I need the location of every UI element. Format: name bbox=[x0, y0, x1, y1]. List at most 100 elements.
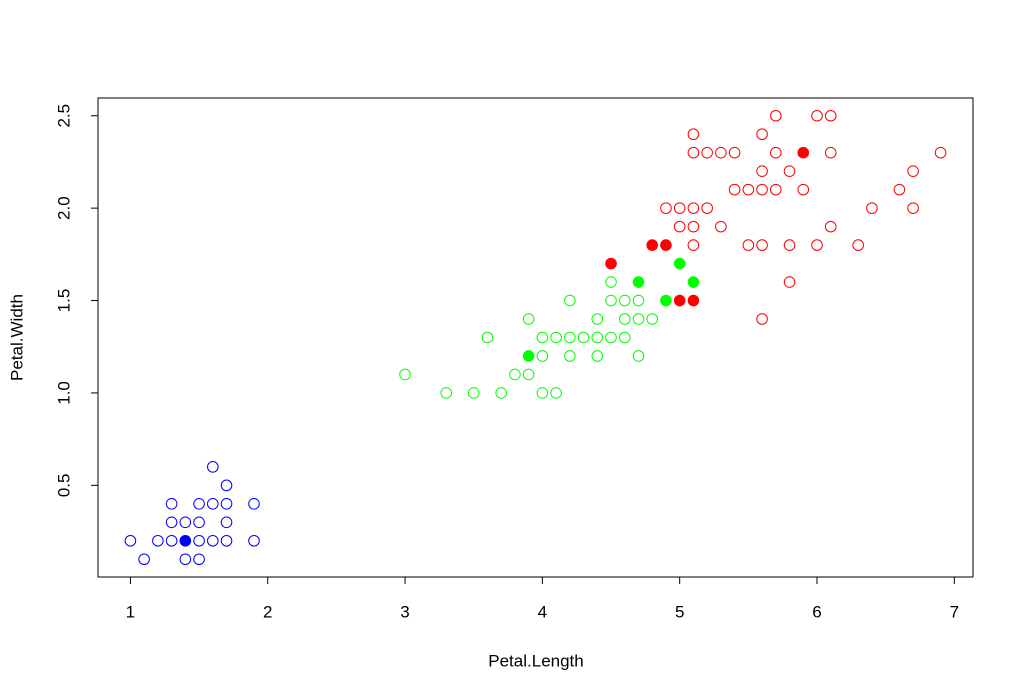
point bbox=[591, 331, 604, 344]
plot-frame bbox=[97, 97, 974, 578]
filled-point bbox=[660, 294, 672, 307]
point bbox=[646, 313, 659, 325]
point bbox=[577, 331, 590, 344]
filled-point bbox=[179, 534, 192, 547]
point bbox=[907, 202, 919, 214]
point bbox=[715, 220, 727, 233]
filled-point bbox=[646, 239, 659, 251]
point bbox=[687, 146, 700, 159]
point bbox=[701, 146, 713, 159]
point bbox=[907, 165, 919, 177]
point bbox=[687, 202, 700, 214]
point bbox=[687, 220, 700, 233]
point bbox=[783, 239, 796, 251]
point bbox=[220, 516, 233, 529]
point bbox=[811, 239, 823, 251]
point bbox=[165, 498, 178, 510]
y-tick-label: 2.0 bbox=[54, 196, 73, 220]
point bbox=[206, 461, 219, 473]
point bbox=[687, 239, 700, 251]
point bbox=[399, 368, 411, 381]
filled-point bbox=[687, 276, 700, 288]
filled-point bbox=[673, 257, 686, 270]
point bbox=[756, 183, 768, 196]
point bbox=[522, 368, 535, 381]
point bbox=[536, 331, 549, 344]
filled-point bbox=[687, 294, 700, 307]
point bbox=[220, 479, 233, 492]
point bbox=[632, 350, 645, 362]
point bbox=[934, 146, 947, 159]
x-tick-label: 5 bbox=[675, 602, 684, 621]
point bbox=[591, 313, 604, 325]
point bbox=[824, 146, 837, 159]
point bbox=[165, 534, 178, 547]
y-tick-label: 1.5 bbox=[54, 289, 73, 313]
filled-point bbox=[632, 276, 645, 288]
point bbox=[852, 239, 865, 251]
point bbox=[893, 183, 906, 196]
point bbox=[756, 239, 768, 251]
point bbox=[206, 534, 219, 547]
point bbox=[660, 202, 672, 214]
point bbox=[783, 276, 796, 288]
filled-point bbox=[673, 294, 686, 307]
point bbox=[797, 183, 810, 196]
point bbox=[673, 202, 686, 214]
filled-point bbox=[797, 146, 810, 159]
point bbox=[618, 313, 631, 325]
point bbox=[770, 109, 782, 122]
x-tick-label: 6 bbox=[812, 602, 821, 621]
filled-point bbox=[605, 257, 617, 270]
point bbox=[824, 109, 837, 122]
y-tick-label: 2.5 bbox=[54, 104, 73, 128]
x-tick-label: 4 bbox=[538, 602, 547, 621]
point bbox=[756, 313, 768, 325]
point bbox=[536, 350, 549, 362]
y-tick-label: 1.0 bbox=[54, 381, 73, 405]
point bbox=[440, 387, 453, 399]
point bbox=[509, 368, 521, 381]
point bbox=[632, 313, 645, 325]
point bbox=[701, 202, 713, 214]
point bbox=[495, 387, 507, 399]
point bbox=[591, 350, 604, 362]
point bbox=[220, 534, 233, 547]
point bbox=[193, 534, 205, 547]
filled-point bbox=[660, 239, 672, 251]
point bbox=[564, 350, 576, 362]
x-tick-label: 2 bbox=[263, 602, 272, 621]
point bbox=[467, 387, 480, 399]
point bbox=[550, 387, 562, 399]
point bbox=[811, 109, 823, 122]
point bbox=[618, 294, 631, 307]
y-tick-label: 0.5 bbox=[54, 474, 73, 498]
point bbox=[481, 331, 494, 344]
point bbox=[193, 516, 205, 529]
point bbox=[564, 294, 576, 307]
point bbox=[756, 128, 768, 141]
point bbox=[605, 294, 617, 307]
point bbox=[550, 331, 562, 344]
point bbox=[206, 498, 219, 510]
point bbox=[536, 387, 549, 399]
x-axis-title: Petal.Length bbox=[488, 651, 583, 670]
point bbox=[165, 516, 178, 529]
point bbox=[564, 331, 576, 344]
point bbox=[715, 146, 727, 159]
point bbox=[193, 553, 205, 566]
point bbox=[742, 183, 755, 196]
x-tick-label: 1 bbox=[126, 602, 135, 621]
point bbox=[618, 331, 631, 344]
point bbox=[728, 183, 741, 196]
point bbox=[138, 553, 150, 566]
point bbox=[220, 498, 233, 510]
point bbox=[605, 331, 617, 344]
filled-point bbox=[522, 350, 535, 362]
point bbox=[770, 183, 782, 196]
point bbox=[866, 202, 878, 214]
point bbox=[632, 294, 645, 307]
point bbox=[824, 220, 837, 233]
